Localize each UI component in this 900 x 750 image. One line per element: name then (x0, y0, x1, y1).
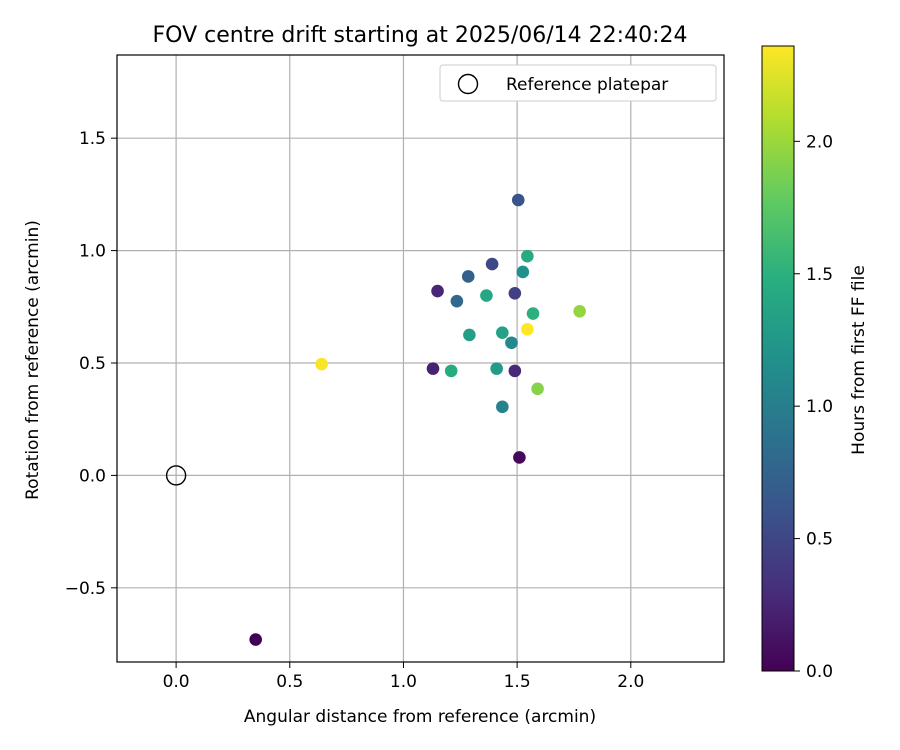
data-point (573, 304, 586, 318)
x-axis-ticks: 0.0 0.5 1.0 1.5 2.0 (163, 662, 644, 692)
data-point (249, 633, 262, 646)
x-tick-label: 1.5 (504, 672, 531, 692)
y-tick-label: 0.5 (79, 354, 106, 374)
data-point (526, 307, 540, 320)
colorbar-tick-label: 0.5 (806, 530, 833, 550)
legend-marker (457, 73, 479, 95)
colorbar-tick-label: 1.5 (806, 265, 833, 285)
data-point (426, 362, 440, 375)
y-axis-ticks: −0.5 0.0 0.5 1.0 1.5 (65, 129, 117, 599)
data-point (521, 322, 534, 336)
data-point (490, 362, 503, 375)
y-tick-label: 1.5 (79, 129, 106, 149)
y-tick-label: 0.0 (79, 466, 106, 486)
data-point (513, 451, 526, 464)
x-axis-label: Angular distance from reference (arcmin) (244, 707, 596, 727)
x-tick-label: 0.5 (276, 672, 303, 692)
data-point (531, 382, 544, 396)
colorbar-label: Hours from first FF file (849, 265, 869, 455)
data-point (431, 284, 444, 298)
grid-lines (117, 55, 724, 662)
data-point (444, 364, 458, 378)
x-tick-label: 2.0 (617, 672, 644, 692)
data-point (521, 249, 534, 263)
plot-area (117, 55, 724, 662)
data-point (511, 193, 525, 207)
colorbar-tick-label: 2.0 (806, 132, 833, 152)
plot-frame (116, 54, 725, 663)
colorbar-tick-label: 1.0 (806, 397, 833, 417)
y-axis-label: Rotation from reference (arcmin) (23, 220, 43, 500)
reference-layer (165, 465, 187, 486)
chart-title: FOV centre drift starting at 2025/06/14 … (153, 23, 688, 48)
data-point (508, 287, 522, 300)
colorbar-ticks: 0.0 0.5 1.0 1.5 2.0 (794, 132, 833, 682)
legend-box (439, 64, 717, 102)
data-points (249, 193, 586, 646)
data-point (461, 270, 475, 283)
data-point (450, 294, 464, 308)
data-point (463, 328, 476, 342)
y-tick-label: −0.5 (65, 579, 106, 599)
data-point (516, 265, 530, 279)
data-point (496, 400, 509, 414)
colorbar-tick-label: 0.0 (806, 662, 833, 682)
data-point (496, 326, 509, 339)
x-tick-label: 1.0 (390, 672, 417, 692)
legend-label: Reference platepar (506, 75, 668, 95)
data-point (315, 357, 328, 371)
data-point (505, 336, 518, 350)
x-tick-label: 0.0 (163, 672, 190, 692)
data-point (480, 289, 493, 302)
reference-point (165, 465, 187, 486)
colorbar (761, 45, 795, 672)
y-tick-label: 1.0 (79, 242, 106, 262)
data-point (508, 364, 522, 378)
data-point (485, 257, 499, 271)
legend: Reference platepar (439, 64, 717, 102)
